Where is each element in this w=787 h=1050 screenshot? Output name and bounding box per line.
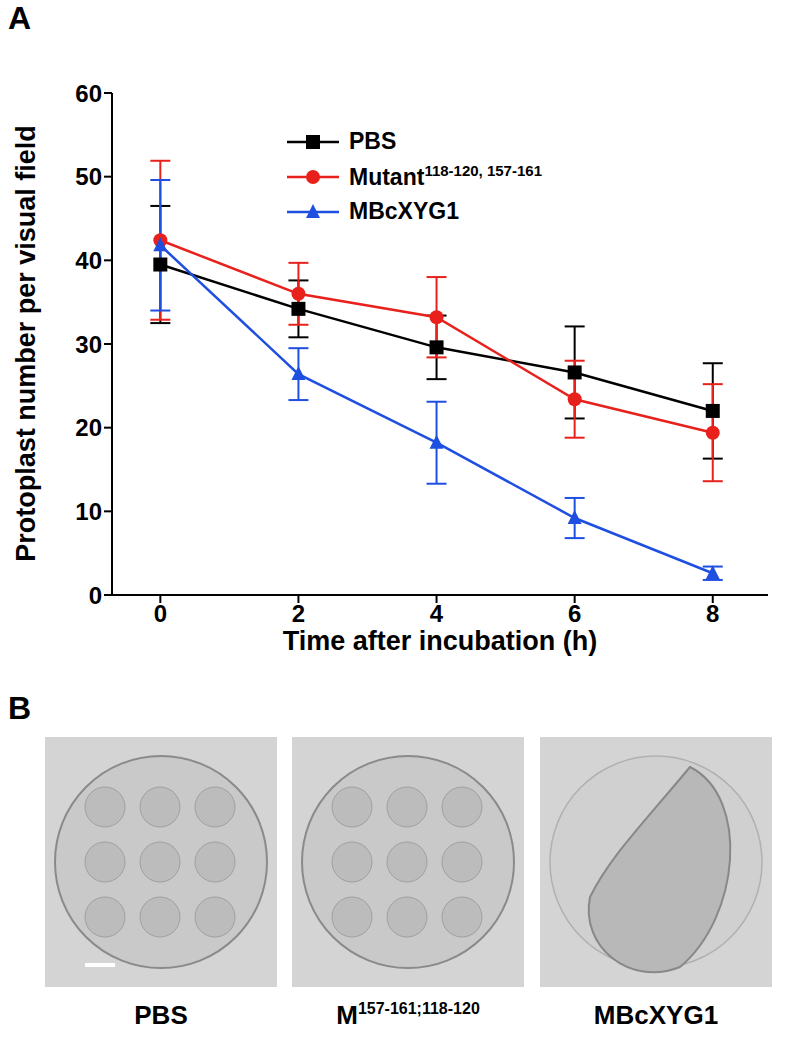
svg-text:50: 50 (75, 163, 102, 190)
html-text:M157-161;118-120: M157-161;118-120 (336, 1000, 480, 1030)
html-text:MBcXYG1: MBcXYG1 (593, 1000, 719, 1030)
html-text:A: A (8, 0, 32, 36)
svg-text:0: 0 (154, 600, 167, 627)
html-text:MBcXYG1: MBcXYG1 (349, 198, 459, 224)
svg-text:20: 20 (75, 414, 102, 441)
svg-text:4: 4 (430, 600, 444, 627)
svg-text:8: 8 (706, 600, 719, 627)
svg-text:2: 2 (292, 600, 305, 627)
svg-text:6: 6 (568, 600, 581, 627)
svg-text:40: 40 (75, 247, 102, 274)
html-text:Mutant118-120, 157-161: Mutant118-120, 157-161 (349, 162, 542, 190)
svg-text:10: 10 (75, 498, 102, 525)
svg-text:60: 60 (75, 80, 102, 107)
html-text:PBS: PBS (134, 1000, 188, 1030)
html-text:PBS: PBS (349, 128, 397, 154)
html-text:Protoplast number per visual f: Protoplast number per visual field (10, 125, 41, 562)
svg-text:0: 0 (89, 582, 102, 609)
html-text:Time after incubation (h): Time after incubation (h) (282, 626, 598, 656)
html-text:B: B (8, 690, 32, 726)
svg-text:30: 30 (75, 331, 102, 358)
